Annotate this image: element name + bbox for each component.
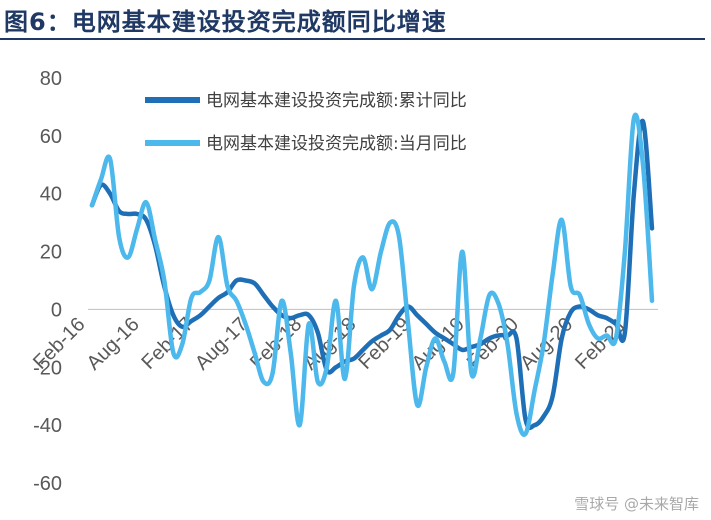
y-tick-label: 20 <box>40 242 62 264</box>
figure-title-bar: 图6：电网基本建设投资完成额同比增速 <box>0 0 711 40</box>
chart-axes: 806040200-20-40-60Feb-16Aug-16Feb-17Aug-… <box>29 68 658 495</box>
legend-label: 电网基本建设投资完成额:累计同比 <box>206 91 467 111</box>
y-tick-label: 0 <box>51 299 62 321</box>
chart-series <box>89 112 655 437</box>
y-tick-label: 60 <box>40 126 62 148</box>
y-tick-label: 80 <box>40 68 62 90</box>
series-line-monthly-yoy <box>89 112 655 437</box>
y-tick-label: -60 <box>33 473 62 495</box>
watermark-text: 雪球号 @未来智库 <box>574 495 699 513</box>
y-tick-label: -20 <box>33 357 62 379</box>
legend-entry-cumulative-yoy: 电网基本建设投资完成额:累计同比 <box>145 91 467 111</box>
figure-title: 图6：电网基本建设投资完成额同比增速 <box>4 8 447 36</box>
x-tick-label: Aug-16 <box>83 313 144 374</box>
legend-label: 电网基本建设投资完成额:当月同比 <box>206 134 467 154</box>
y-tick-label: 40 <box>40 184 62 206</box>
line-chart: 806040200-20-40-60Feb-16Aug-16Feb-17Aug-… <box>29 68 658 495</box>
title-divider <box>0 38 705 40</box>
legend-entry-monthly-yoy: 电网基本建设投资完成额:当月同比 <box>145 134 467 154</box>
y-tick-label: -40 <box>33 415 62 437</box>
x-tick-label: Feb-21 <box>571 313 631 373</box>
x-tick-label: Feb-19 <box>354 313 414 373</box>
